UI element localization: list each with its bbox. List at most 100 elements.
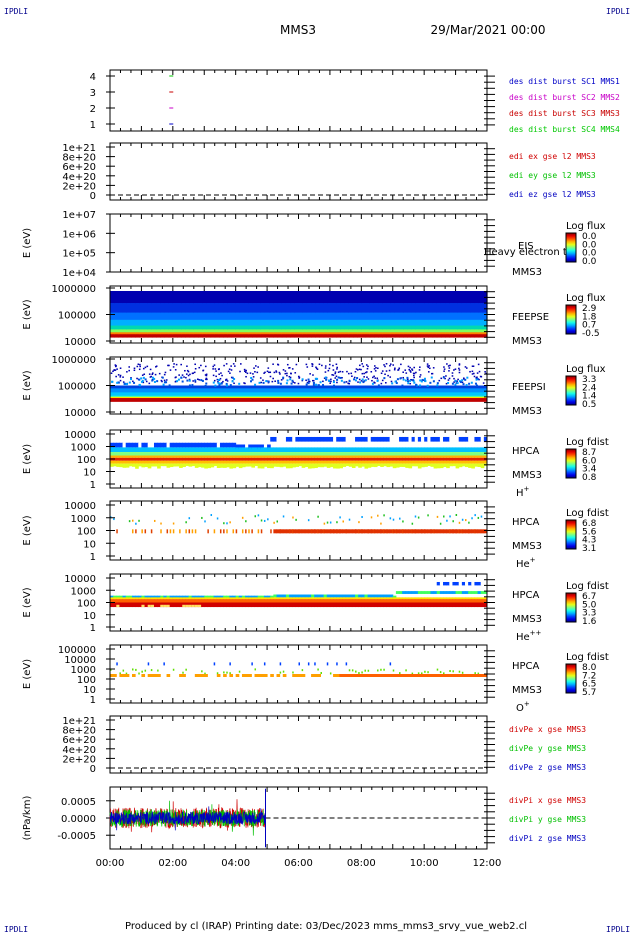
spectrogram-cell [254, 455, 259, 458]
spectrogram-cell [290, 325, 295, 330]
spectrogram-cell [118, 319, 124, 327]
spectrogram-cell [417, 597, 422, 600]
spectrogram-cell [270, 595, 274, 599]
spectrogram-cell [344, 325, 350, 330]
spectrogram-cell [197, 463, 202, 468]
spectrogram-cell [351, 457, 356, 461]
spectrogram-cell [166, 463, 171, 468]
spectrogram-cell [458, 581, 463, 586]
spectrogram-cell [348, 372, 350, 375]
spectrogram-cell [399, 672, 401, 675]
spectrogram-cell [436, 597, 441, 600]
spectrogram-cell [169, 442, 174, 448]
spectrogram-cell [380, 382, 383, 385]
spectrogram-cell [131, 595, 136, 599]
spectrogram-cell [125, 672, 128, 675]
spectrogram-cell [348, 518, 351, 521]
spectrogram-cell [267, 599, 271, 603]
spectrogram-cell [138, 597, 142, 600]
legend-entry: edi ey gse l2 MMS3 [509, 171, 596, 180]
spectrogram-cell [339, 447, 343, 453]
spectrogram-cell [427, 457, 431, 461]
y-tick-label: 1 [90, 120, 96, 131]
spectrogram-cell [267, 463, 271, 469]
spectrogram-cell [328, 367, 331, 370]
spectrogram-cell [175, 599, 180, 603]
spectrogram-cell [401, 384, 404, 387]
spectrogram-cell [395, 436, 400, 442]
spectrogram-cell [260, 455, 265, 458]
spectrogram-cell [439, 529, 444, 534]
spectrogram-cell [457, 334, 463, 338]
spectrogram-cell [254, 674, 259, 677]
spectrogram-cell [329, 521, 332, 524]
spectrogram-cell [187, 374, 190, 377]
spectrogram-cell [465, 384, 468, 387]
spectrogram-cell [445, 319, 450, 327]
spectrogram-cell [141, 597, 146, 600]
corner-label-top-right: IPDLI [606, 7, 630, 16]
spectrogram-cell [204, 672, 206, 675]
spectrogram-cell [377, 367, 379, 370]
spectrogram-cell [252, 291, 258, 304]
spectrogram-cell [254, 444, 259, 450]
spectrogram-cell [280, 379, 283, 381]
spectrogram-cell [405, 455, 409, 458]
spectrogram-cell [201, 463, 205, 468]
spectrogram-cell [185, 376, 187, 379]
spectrogram-cell [449, 319, 455, 327]
spectrogram-cell [125, 442, 130, 448]
spectrogram-cell [273, 463, 278, 467]
spectrogram-cell [471, 457, 475, 461]
spectrogram-cell [215, 370, 217, 372]
spectrogram-cell [169, 597, 174, 600]
spectrogram-cell [468, 447, 472, 453]
spectrogram-cell [421, 599, 425, 603]
spectrogram-cell [191, 595, 196, 599]
spectrogram-cell [411, 319, 417, 327]
spectrogram-cell [436, 382, 439, 385]
spectrogram-cell [327, 334, 333, 338]
x-tick-label: 06:00 [284, 858, 313, 869]
spectrogram-cell [141, 452, 146, 456]
colorbar-tick-label: 5.7 [582, 688, 596, 698]
spectrogram-cell [142, 376, 145, 379]
spectrogram-cell [428, 365, 430, 367]
spectrogram-cell [135, 303, 140, 314]
spectrogram-cell [229, 452, 234, 456]
spectrogram-cell [361, 516, 363, 519]
spectrogram-cell [289, 452, 293, 456]
spectrogram-cell [290, 329, 295, 333]
spectrogram-cell [446, 457, 450, 461]
spectrogram-cell [373, 457, 378, 461]
spectrogram-cell [336, 521, 338, 524]
y-tick-label: 10 [83, 468, 96, 479]
spectrogram-cell [390, 325, 396, 330]
spectrogram-cell [191, 463, 196, 467]
spectrogram-cell [128, 452, 133, 456]
spectrogram-cell [285, 460, 290, 464]
spectrogram-cell [229, 599, 234, 603]
spectrogram-cell [411, 529, 416, 534]
spectrogram-cell [205, 374, 208, 377]
spectrogram-cell [317, 447, 321, 453]
spectrogram-cell [151, 303, 157, 314]
spectrogram-cell [210, 463, 215, 468]
spectrogram-cell [166, 595, 171, 599]
spectrogram-cell [122, 442, 127, 448]
spectrogram-cell [483, 460, 488, 464]
spectrogram-cell [367, 594, 372, 598]
spectrogram-cell [411, 332, 417, 335]
spectrogram-cell [143, 291, 149, 304]
spectrogram-cell [449, 674, 453, 677]
spectrogram-cell [374, 370, 377, 372]
spectrogram-cell [197, 329, 203, 333]
spectrogram-cell [194, 597, 199, 600]
spectrogram-cell [458, 463, 463, 468]
spectrogram-cell [248, 334, 254, 338]
spectrogram-cell [292, 436, 296, 442]
spectrogram-cell [263, 452, 268, 456]
spectrogram-cell [324, 367, 327, 369]
spectrogram-cell [286, 363, 289, 366]
spectrogram-cell [166, 604, 171, 608]
